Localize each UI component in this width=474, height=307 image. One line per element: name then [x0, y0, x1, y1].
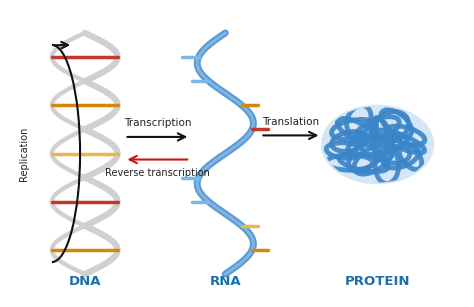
Text: DNA: DNA — [69, 275, 101, 288]
Text: Reverse transcription: Reverse transcription — [105, 168, 210, 178]
Text: Translation: Translation — [262, 117, 319, 127]
Text: RNA: RNA — [210, 275, 241, 288]
Text: Transcription: Transcription — [124, 119, 191, 129]
Ellipse shape — [321, 105, 434, 184]
Text: Replication: Replication — [19, 126, 29, 181]
Text: PROTEIN: PROTEIN — [345, 275, 410, 288]
